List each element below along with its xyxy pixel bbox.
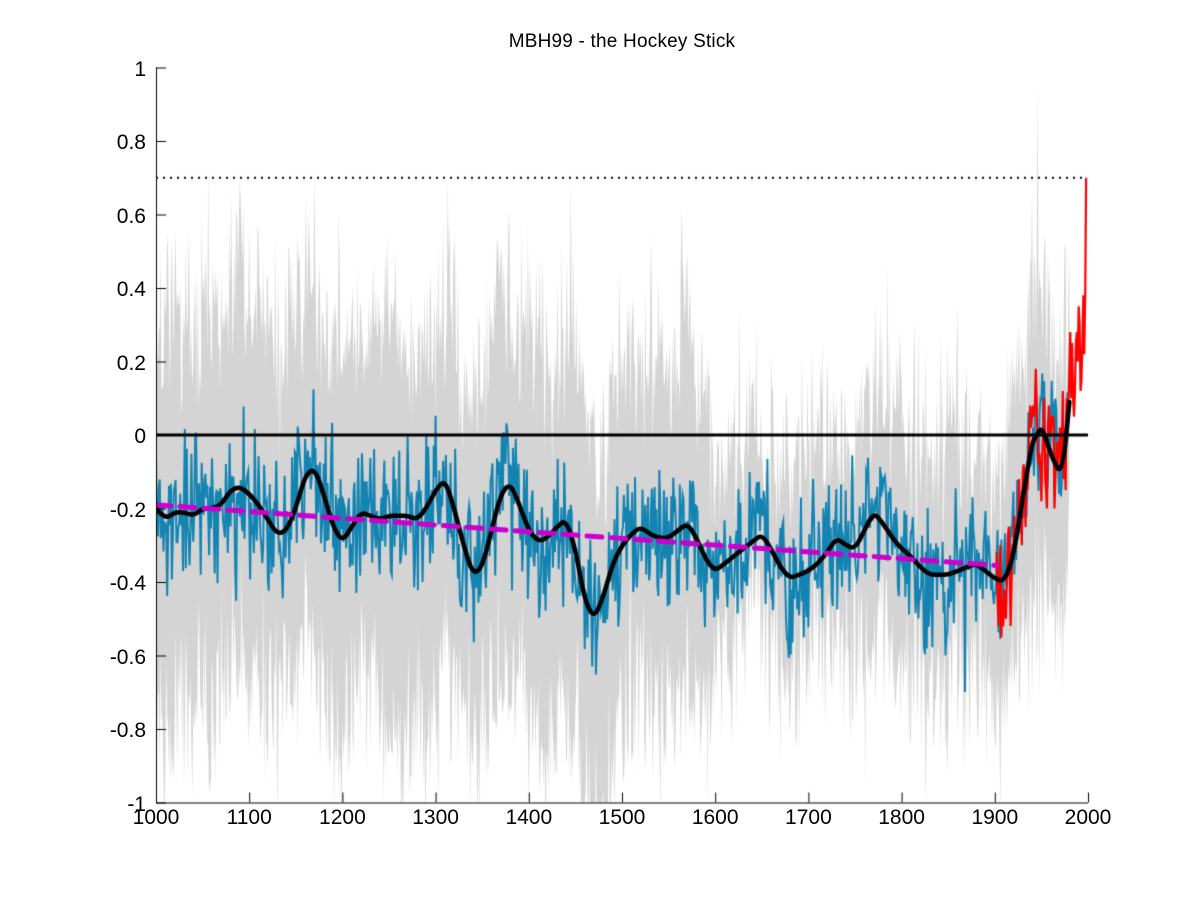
x-tick-label: 2000 [1064, 806, 1112, 829]
y-tick-label: 0.6 [116, 204, 146, 228]
x-tick-label: 1900 [971, 806, 1019, 829]
y-tick-label: -1 [127, 792, 146, 816]
x-tick-label: 1400 [505, 806, 553, 829]
x-tick-label: 1200 [319, 806, 366, 829]
y-tick-label: -0.4 [109, 572, 146, 595]
chart-title: MBH99 - the Hockey Stick [508, 31, 736, 52]
y-tick-label: 0 [134, 425, 146, 448]
x-tick-label: 1100 [226, 806, 272, 829]
x-tick-label: 1500 [598, 806, 646, 829]
x-tick-label: 1600 [691, 806, 739, 829]
x-tick-label: 1700 [785, 806, 832, 829]
y-tick-label: 0.4 [116, 278, 146, 301]
x-tick-label: 1800 [878, 806, 925, 829]
y-tick-label: 0.8 [116, 131, 146, 154]
y-tick-label: -0.2 [109, 498, 146, 522]
x-tick-label: 1000 [132, 806, 180, 829]
x-tick-label: 1300 [412, 806, 459, 829]
y-tick-label: -0.6 [109, 645, 146, 669]
y-tick-label: -0.8 [109, 719, 146, 742]
y-tick-label: 0.2 [116, 351, 146, 375]
y-tick-label: 1 [134, 57, 146, 81]
